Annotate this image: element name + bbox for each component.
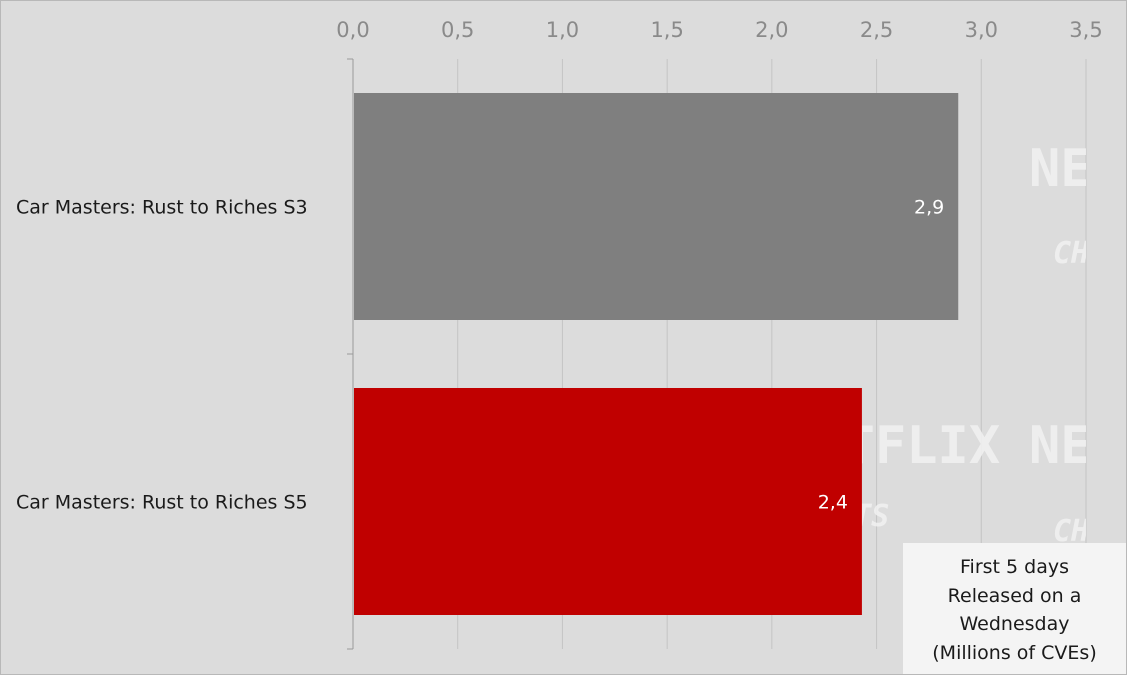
x-tick-label: 0,5 [441, 18, 474, 42]
x-tick-label: 2,0 [755, 18, 788, 42]
x-tick-label: 2,5 [860, 18, 893, 42]
watermark-text: NETFLIX [1029, 139, 1127, 199]
chart-note: First 5 days Released on a Wednesday (Mi… [903, 543, 1126, 674]
bars [354, 93, 959, 615]
labels: Car Masters: Rust to Riches S3 2,9 Car Mas… [16, 197, 944, 514]
axes: 0,0 0,5 1,0 1,5 2,0 2,5 3,0 3,5 [336, 18, 1103, 650]
x-tick-label: 1,0 [546, 18, 579, 42]
x-tick-label: 1,5 [650, 18, 683, 42]
x-tick-label: 3,0 [965, 18, 998, 42]
category-label: Car Masters: Rust to Riches S3 [16, 197, 308, 219]
note-line-3: Wednesday [959, 613, 1070, 635]
note-line-2: Released on a [947, 584, 1082, 607]
watermark-text: NETFLIX [1029, 416, 1127, 476]
x-tick-label: 0,0 [336, 18, 369, 42]
note-line-1: First 5 days [960, 556, 1069, 578]
bar [354, 388, 862, 615]
data-label: 2,9 [914, 197, 944, 219]
bar [354, 93, 959, 320]
data-label: 2,4 [818, 492, 848, 514]
x-tick-label: 3,5 [1069, 18, 1102, 42]
category-label: Car Masters: Rust to Riches S5 [16, 492, 308, 514]
watermark-text: CHARTS [1053, 236, 1127, 271]
note-line-4: (Millions of CVEs) [932, 641, 1097, 664]
